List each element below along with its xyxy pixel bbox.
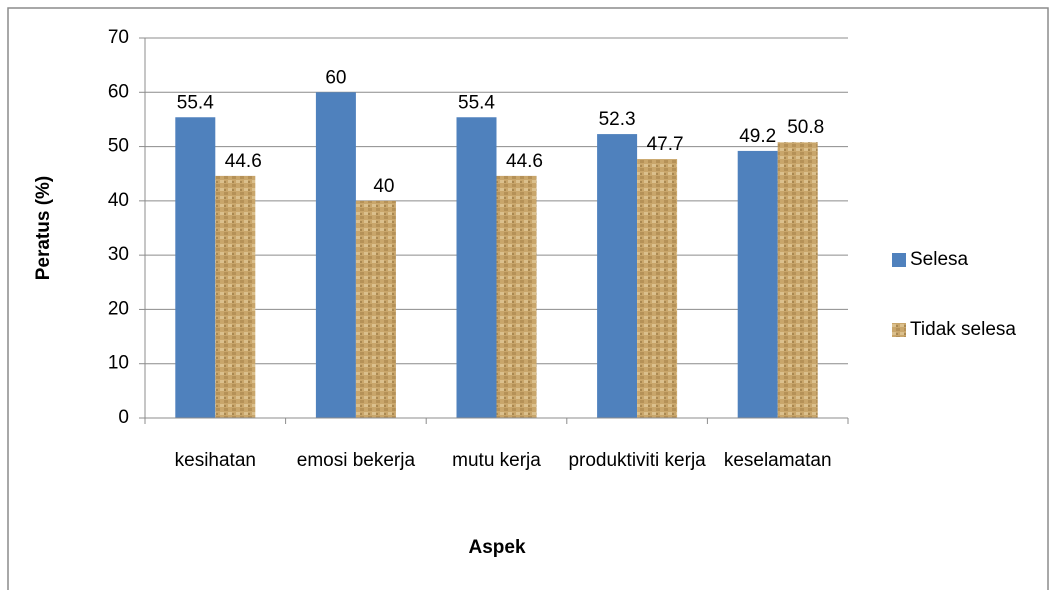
y-tick-label: 30 [108, 244, 129, 265]
y-tick-label: 40 [108, 190, 129, 211]
y-tick-label: 70 [108, 27, 129, 48]
legend-label: Tidak selesa [910, 319, 1016, 340]
legend-label: Selesa [910, 249, 969, 270]
data-label: 44.6 [225, 151, 262, 172]
data-label: 50.8 [787, 117, 824, 138]
y-tick-label: 10 [108, 353, 129, 374]
bar [175, 117, 216, 418]
bar [777, 142, 818, 418]
legend-swatch [892, 323, 906, 337]
bar [737, 150, 778, 418]
data-label: 55.4 [458, 92, 495, 113]
y-tick-label: 50 [108, 136, 129, 157]
chart-border [7, 7, 1049, 590]
x-tick-label: mutu kerja [452, 450, 541, 471]
x-tick-label: emosi bekerja [296, 450, 416, 471]
x-tick-label: keselamatan [723, 450, 832, 471]
legend-swatch [892, 253, 906, 267]
data-label: 52.3 [599, 109, 636, 130]
y-tick-label: 20 [108, 298, 129, 319]
data-label: 60 [325, 67, 346, 88]
bar [496, 175, 537, 418]
data-label: 40 [373, 176, 394, 197]
x-tick-label: produktiviti kerja [568, 450, 706, 471]
bar [597, 134, 638, 419]
bar [215, 175, 256, 418]
y-tick-label: 60 [108, 81, 129, 102]
data-label: 44.6 [506, 151, 543, 172]
bar [355, 200, 396, 418]
bar [637, 159, 678, 419]
data-label: 47.7 [647, 134, 684, 155]
x-axis-label: Aspek [468, 537, 525, 558]
bar [315, 92, 356, 419]
x-tick-label: kesihatan [174, 450, 256, 471]
y-axis-label: Peratus (%) [33, 176, 54, 281]
data-label: 55.4 [177, 92, 214, 113]
y-tick-label: 0 [118, 407, 129, 428]
data-label: 49.2 [739, 126, 776, 147]
bar [456, 117, 497, 418]
